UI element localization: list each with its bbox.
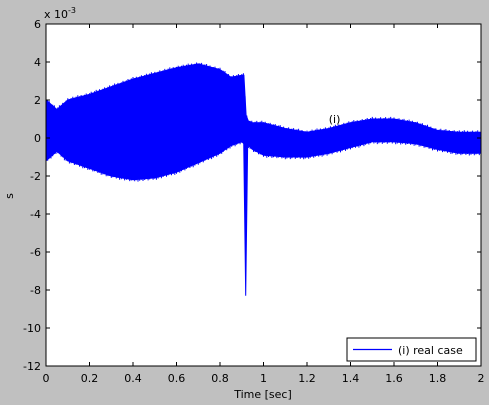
x-axis-label: Time [sec] [233,388,292,401]
y-axis-label: s [3,193,16,199]
legend-label: (i) real case [398,344,463,357]
annotation-i: (i) [329,113,341,126]
x-tick-label: 0.2 [81,372,99,385]
x-tick-label: 0.6 [168,372,186,385]
y-tick-label: 6 [34,18,41,31]
x-tick-label: 1.4 [342,372,360,385]
y-axis-ticks: 6 4 2 0 -2 -4 -6 -8 -10 -12 [23,18,481,373]
x-tick-label: 1.6 [385,372,403,385]
plot-area [46,24,481,366]
series-spike [243,141,249,296]
x-tick-label: 0 [43,372,50,385]
y-tick-label: -10 [23,322,41,335]
y-tick-label: -2 [30,170,41,183]
legend: (i) real case [346,337,477,362]
y-tick-label: 2 [34,94,41,107]
x-tick-label: 0.8 [211,372,229,385]
y-multiplier: x 10-3 [44,6,76,21]
x-tick-label: 2 [478,372,485,385]
y-tick-label: 0 [34,132,41,145]
y-tick-label: -12 [23,360,41,373]
x-tick-label: 1.2 [298,372,316,385]
legend-box [346,337,477,362]
y-tick-label: -6 [30,246,41,259]
y-tick-label: -4 [30,208,41,221]
y-tick-label: -8 [30,284,41,297]
x-tick-label: 0.4 [124,372,142,385]
x-tick-label: 1 [260,372,267,385]
x-axis-ticks: 0 0.2 0.4 0.6 0.8 1 1.2 1.4 1.6 1.8 2 [43,24,485,385]
y-tick-label: 4 [34,56,41,69]
x-tick-label: 1.8 [429,372,447,385]
